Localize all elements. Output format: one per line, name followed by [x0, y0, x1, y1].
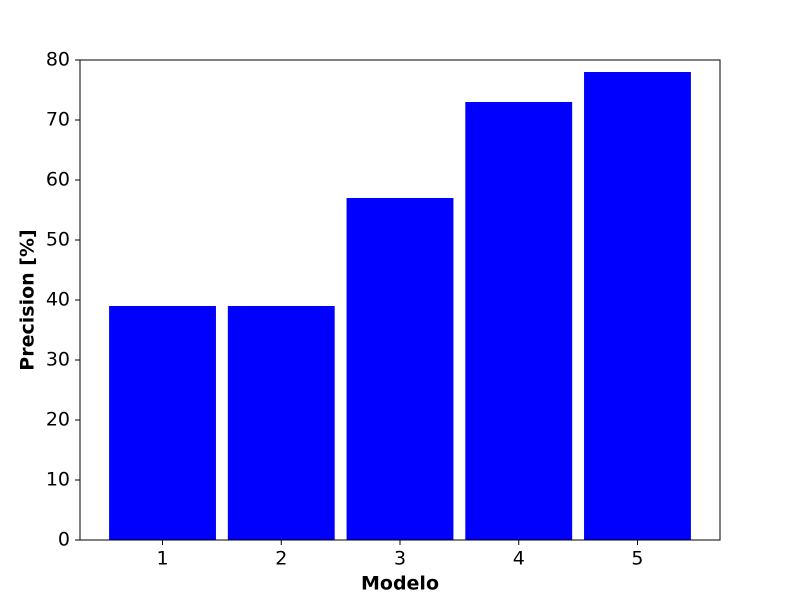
x-axis-label: Modelo: [361, 573, 439, 595]
y-tick-label: 0: [58, 529, 70, 551]
plot-frame: [79, 59, 721, 541]
y-tick-label: 40: [46, 289, 70, 311]
y-tick-label: 70: [46, 109, 70, 131]
y-tick-label: 50: [46, 229, 70, 251]
y-tick-label: 60: [46, 169, 70, 191]
y-axis-label: Precision [%]: [17, 229, 39, 370]
bar: [346, 198, 454, 540]
bar: [109, 306, 216, 540]
bar: [584, 72, 691, 540]
x-tick-label: 4: [513, 548, 525, 570]
x-tick-label: 1: [156, 548, 168, 570]
bar: [465, 102, 573, 540]
bar: [227, 306, 335, 540]
x-tick-label: 2: [275, 548, 287, 570]
y-tick-label: 30: [46, 349, 70, 371]
y-tick-label: 20: [46, 409, 70, 431]
x-tick-label: 3: [394, 548, 406, 570]
y-tick-label: 80: [46, 49, 70, 71]
y-tick-label: 10: [46, 469, 70, 491]
x-tick-label: 5: [631, 548, 643, 570]
